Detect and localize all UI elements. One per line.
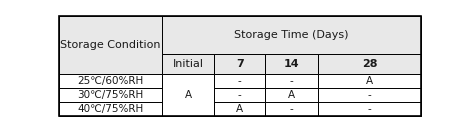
Text: A: A bbox=[288, 90, 295, 100]
Text: 30℃/75%RH: 30℃/75%RH bbox=[77, 90, 143, 100]
Bar bbox=[318, 74, 421, 89]
Bar bbox=[162, 16, 421, 54]
Text: -: - bbox=[238, 90, 242, 100]
Text: -: - bbox=[368, 104, 372, 114]
Bar bbox=[162, 74, 214, 116]
Text: Initial: Initial bbox=[173, 59, 204, 69]
Text: 14: 14 bbox=[284, 59, 300, 69]
Text: -: - bbox=[290, 104, 293, 114]
Bar bbox=[265, 54, 318, 74]
Text: 7: 7 bbox=[236, 59, 244, 69]
Bar bbox=[214, 102, 265, 116]
Bar bbox=[58, 89, 162, 102]
Text: Storage Time (Days): Storage Time (Days) bbox=[234, 30, 349, 40]
Bar bbox=[318, 54, 421, 74]
Text: A: A bbox=[366, 76, 373, 86]
Bar bbox=[318, 89, 421, 102]
Bar bbox=[214, 74, 265, 89]
Text: 40℃/75%RH: 40℃/75%RH bbox=[77, 104, 143, 114]
Bar bbox=[58, 16, 162, 74]
Text: 25℃/60%RH: 25℃/60%RH bbox=[77, 76, 143, 86]
Bar bbox=[265, 89, 318, 102]
Text: -: - bbox=[238, 76, 242, 86]
Text: A: A bbox=[236, 104, 243, 114]
Text: A: A bbox=[184, 90, 192, 100]
Text: -: - bbox=[368, 90, 372, 100]
Text: Storage Condition: Storage Condition bbox=[60, 40, 161, 50]
Bar bbox=[214, 89, 265, 102]
Bar bbox=[318, 102, 421, 116]
Bar bbox=[265, 74, 318, 89]
Text: 28: 28 bbox=[362, 59, 377, 69]
Bar bbox=[214, 54, 265, 74]
Bar bbox=[265, 102, 318, 116]
Bar bbox=[58, 102, 162, 116]
Text: -: - bbox=[290, 76, 293, 86]
Bar bbox=[162, 54, 214, 74]
Bar bbox=[58, 74, 162, 89]
